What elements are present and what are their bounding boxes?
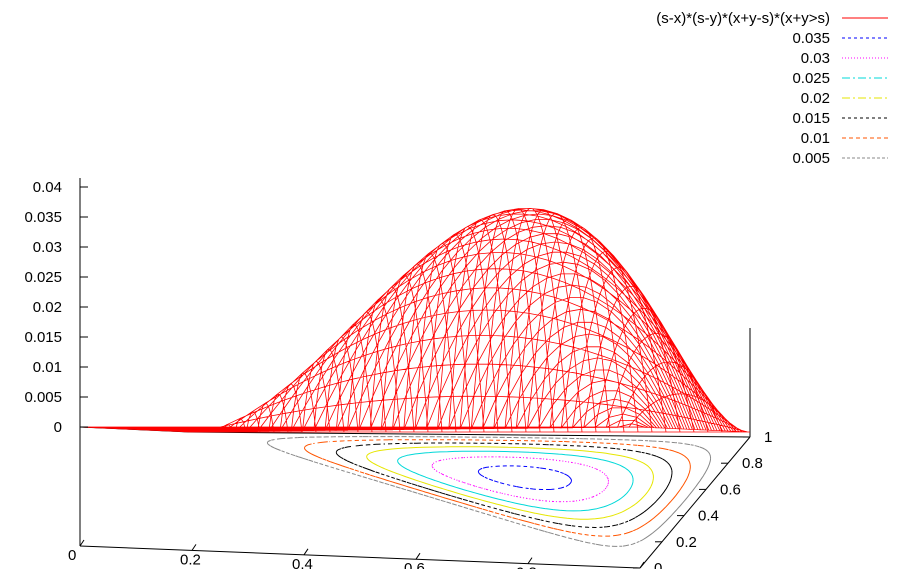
x-tick-mark (527, 557, 533, 564)
x-tick-label: 0 (68, 547, 76, 564)
contour-0.015 (335, 442, 673, 528)
z-tick-label: 0 (54, 419, 62, 436)
legend-label: 0.02 (801, 90, 830, 107)
x-tick-label: 0.4 (292, 556, 313, 569)
contour-0.03 (431, 456, 609, 503)
legend-label: 0.01 (801, 130, 830, 147)
y-axis-line (639, 436, 751, 569)
z-tick-label: 0.01 (33, 359, 62, 376)
legend-label: 0.005 (792, 150, 830, 167)
z-tick-label: 0.025 (24, 269, 62, 286)
back-base-edge (189, 431, 751, 438)
legend-label: 0.035 (792, 30, 830, 47)
x-axis-line (79, 545, 641, 569)
z-tick-label: 0.04 (33, 179, 62, 196)
x-tick-mark (79, 539, 85, 547)
surface-wireframe (79, 207, 751, 433)
legend-label: 0.025 (792, 70, 830, 87)
contour-0.035 (477, 465, 572, 490)
legend-label: 0.03 (801, 50, 830, 67)
contour-0.025 (397, 450, 634, 512)
contour-lines (266, 436, 712, 547)
legend: (s-x)*(s-y)*(x+y-s)*(x+y>s) 0.035 0.03 0.02… (656, 10, 888, 167)
legend-label: (s-x)*(s-y)*(x+y-s)*(x+y>s) (656, 10, 830, 27)
x-tick-label: 0.6 (404, 560, 425, 569)
z-tick-label: 0.015 (24, 329, 62, 346)
x-tick-label: 0.2 (180, 551, 201, 568)
z-tick-label: 0.03 (33, 239, 62, 256)
surface-mesh (79, 207, 751, 433)
x-tick-mark (415, 552, 421, 560)
contour-0.01 (303, 439, 691, 537)
axes (79, 178, 751, 569)
y-tick-label: 1 (764, 429, 772, 446)
legend-label: 0.015 (792, 110, 830, 127)
contour-0.005 (266, 436, 712, 547)
y-tick-label: 0.2 (676, 534, 697, 551)
x-tick-mark (191, 544, 197, 551)
x-tick-mark (303, 548, 309, 556)
tick-labels: 0 0.005 0.01 0.015 0.02 0.025 0.03 0.035 0.04 0 0.… (24, 179, 772, 569)
y-tick-label: 0.6 (720, 481, 741, 498)
y-tick-label: 0.4 (698, 508, 719, 525)
contour-0.02 (366, 446, 654, 520)
z-tick-label: 0.035 (24, 209, 62, 226)
z-tick-label: 0.02 (33, 299, 62, 316)
x-tick-label: 0.8 (516, 565, 537, 569)
x-tick-mark (639, 561, 645, 569)
z-tick-label: 0.005 (24, 389, 62, 406)
y-tick-label: 0.8 (742, 455, 763, 472)
y-tick-label: 0 (654, 560, 662, 569)
